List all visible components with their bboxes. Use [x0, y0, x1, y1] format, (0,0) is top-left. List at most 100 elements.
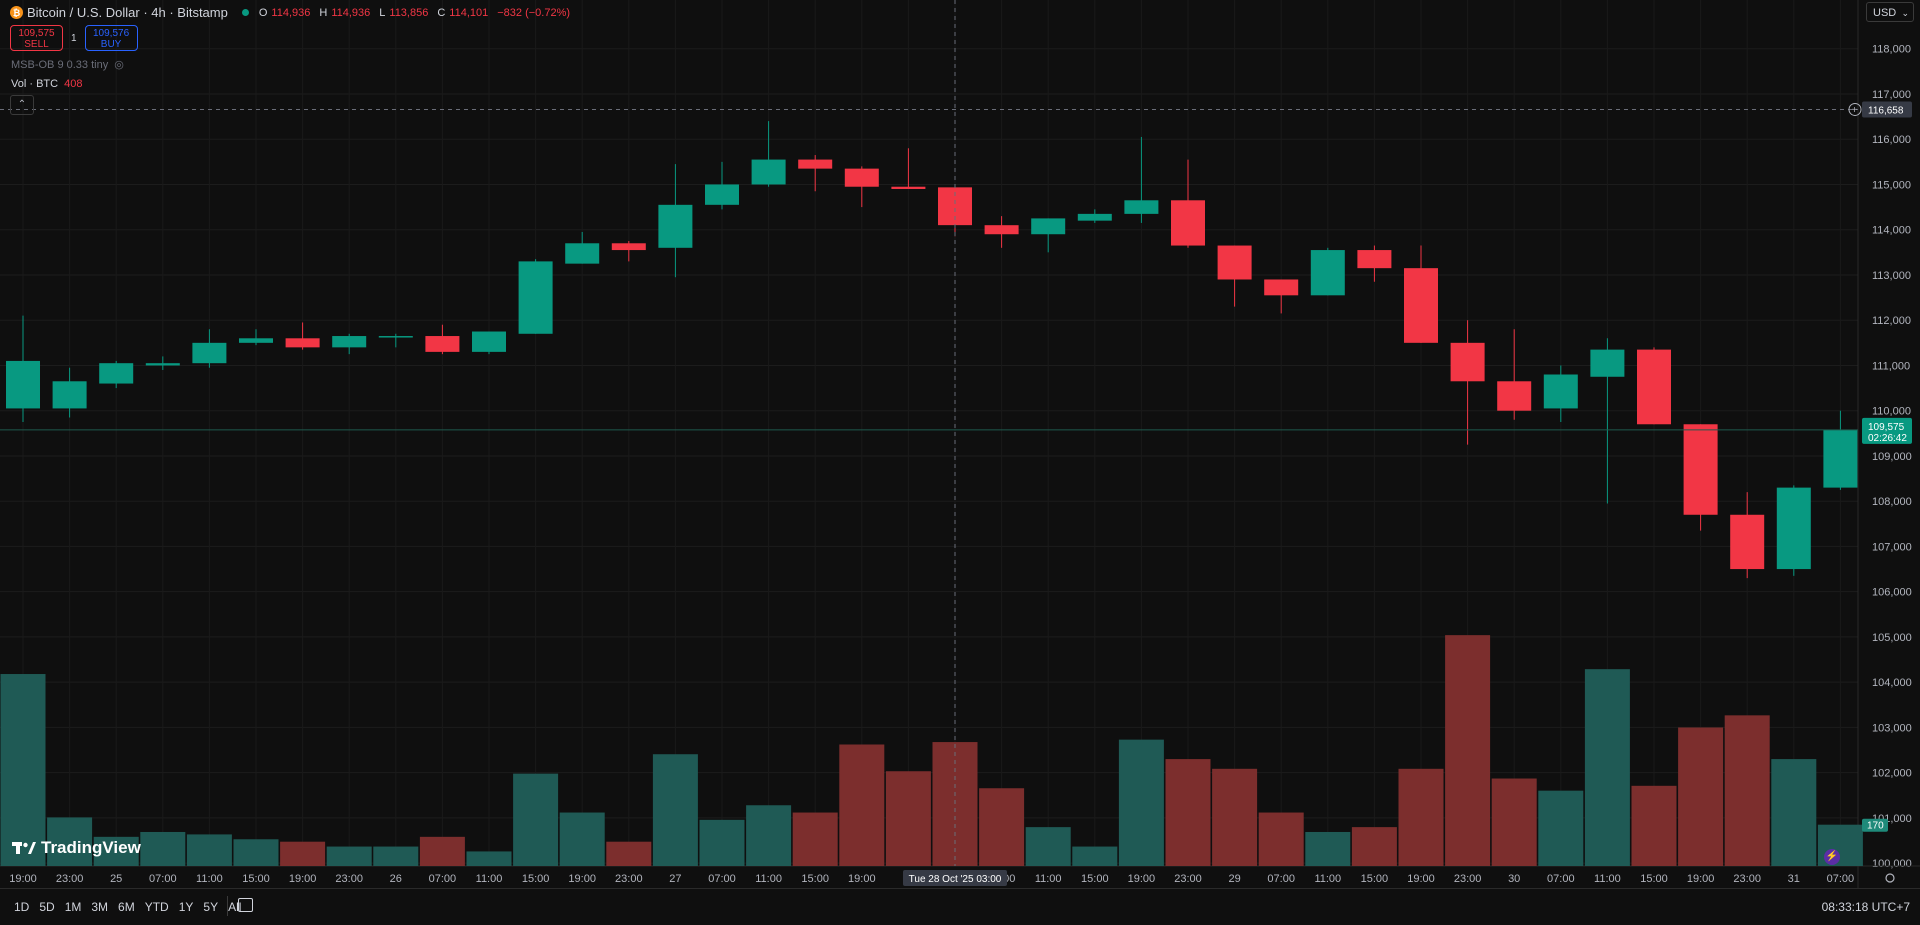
time-tick-label: 07:00	[1267, 873, 1295, 885]
last-price-tag	[1862, 417, 1912, 444]
time-tick-label: 23:00	[1174, 873, 1202, 885]
candle-body	[1171, 200, 1205, 246]
price-tick-label: 113,000	[1872, 270, 1911, 282]
range-1y[interactable]: 1Y	[178, 900, 194, 914]
volume-bar	[1445, 635, 1491, 866]
price-tick-label: 104,000	[1872, 677, 1912, 689]
volume-bar	[186, 834, 232, 866]
candle-body	[751, 159, 786, 185]
candle-body	[891, 186, 926, 189]
chevron-down-icon: ⌄	[1901, 8, 1909, 18]
msb-indicator-legend[interactable]: MSB-OB 9 0.33 tiny ◎	[11, 58, 124, 72]
buy-button[interactable]: 109,576 BUY	[84, 25, 138, 51]
candle-body	[1357, 250, 1392, 269]
price-tick-label: 112,000	[1872, 315, 1911, 327]
volume-bar	[47, 817, 93, 866]
price-tick-label: 114,000	[1872, 225, 1911, 237]
volume-bar	[1025, 827, 1071, 866]
candle-body	[518, 261, 553, 334]
range-1m[interactable]: 1M	[64, 900, 82, 914]
volume-bar	[373, 846, 419, 866]
time-tick-label: 11:00	[476, 873, 503, 885]
volume-bar	[93, 836, 139, 866]
sell-button[interactable]: 109,575 SELL	[10, 25, 63, 51]
price-tick-label: 109,000	[1872, 451, 1912, 463]
range-ytd[interactable]: YTD	[144, 900, 169, 914]
range-1d[interactable]: 1D	[14, 900, 30, 914]
volume-bar	[326, 846, 372, 866]
candle-body	[1264, 279, 1299, 296]
price-tick-label: 108,000	[1872, 496, 1912, 508]
candle-body	[1497, 381, 1532, 411]
time-tick-label: 19:00	[9, 873, 37, 885]
market-status-icon	[241, 9, 249, 16]
close-label: C	[437, 6, 446, 19]
volume-label: Vol · BTC	[11, 78, 59, 90]
collapse-legend-button[interactable]: ⌃	[10, 95, 34, 115]
high-label: H	[319, 6, 328, 19]
volume-indicator-legend[interactable]: Vol · BTC 408	[11, 78, 82, 90]
last-price-label: 109,575	[1868, 422, 1905, 433]
currency-select[interactable]: USD ⌄	[1866, 2, 1914, 22]
volume-bar	[1118, 739, 1164, 866]
time-tick-label: 15:00	[1361, 873, 1389, 885]
change-value: −832 (−0.72%)	[497, 6, 571, 19]
time-tick-label: 11:00	[1035, 873, 1062, 885]
tradingview-logo[interactable]: TradingView	[12, 838, 141, 858]
clock[interactable]: 08:33:18 UTC+7	[1821, 900, 1910, 914]
price-chart[interactable]: 118,000 117,000 116,000 115,000 114,000 113,0…	[0, 0, 1920, 888]
candle-body	[1590, 349, 1625, 377]
candle-body	[1031, 218, 1066, 235]
range-5d[interactable]: 5D	[39, 900, 55, 914]
range-5y[interactable]: 5Y	[203, 900, 219, 914]
volume-bar	[699, 819, 745, 866]
calendar-icon[interactable]	[238, 898, 253, 912]
last-volume-label: 170	[1867, 821, 1884, 832]
candle-body	[239, 338, 273, 343]
trade-panel: 109,575 SELL 1 109,576 BUY	[10, 25, 138, 51]
price-tick-label: 110,000	[1872, 406, 1911, 418]
hidden-eye-icon[interactable]: ◎	[114, 59, 124, 71]
time-tick-label: 19:00	[289, 873, 317, 885]
range-3m[interactable]: 3M	[91, 900, 109, 914]
candle-body	[99, 363, 134, 384]
candle-body	[1823, 429, 1858, 488]
price-tick-label: 107,000	[1872, 541, 1912, 553]
volume-bar	[746, 805, 792, 866]
time-tick-label: 15:00	[1640, 873, 1668, 885]
candle-body	[565, 243, 600, 264]
volume-bar	[652, 754, 698, 866]
candle-body	[984, 225, 1019, 235]
candle-body	[658, 204, 693, 248]
candle-body	[1077, 213, 1112, 221]
volume-bar	[792, 812, 838, 866]
time-tick-label: 07:00	[1827, 873, 1855, 885]
volume-bar	[1351, 827, 1397, 866]
crosshair-price-tag	[1862, 101, 1912, 118]
flash-icon[interactable]: ⚡	[1824, 849, 1840, 865]
countdown-label: 02:26:42	[1868, 433, 1907, 444]
buy-label: BUY	[100, 39, 122, 50]
crosshair-time-label: Tue 28 Oct '25 03:00	[909, 874, 1002, 885]
time-tick-label: 15:00	[522, 873, 550, 885]
symbol-title[interactable]: Bitcoin / U.S. Dollar · 4h · Bitstamp	[27, 5, 228, 20]
add-alert-icon	[1848, 102, 1862, 116]
bitcoin-icon: ₿	[10, 6, 23, 19]
candle-body	[1404, 268, 1438, 343]
price-tick-label: 111,000	[1872, 360, 1910, 372]
crosshair-time-tag	[903, 870, 1007, 886]
volume-bar	[513, 773, 559, 866]
candle-body	[1543, 374, 1578, 409]
time-tick-label: 19:00	[1407, 873, 1435, 885]
time-tick-label: 31	[1788, 873, 1800, 885]
tradingview-logo-icon	[12, 842, 36, 854]
last-volume-tag	[1862, 818, 1888, 832]
range-6m[interactable]: 6M	[118, 900, 135, 914]
price-tick-label: 115,000	[1872, 179, 1911, 191]
toolbar-divider	[227, 896, 228, 916]
time-tick-label: 25	[110, 873, 122, 885]
volume-bar	[839, 744, 885, 866]
volume-bar	[419, 836, 465, 866]
volume-bar	[1491, 778, 1537, 866]
time-tick-label: 30	[1508, 873, 1520, 885]
